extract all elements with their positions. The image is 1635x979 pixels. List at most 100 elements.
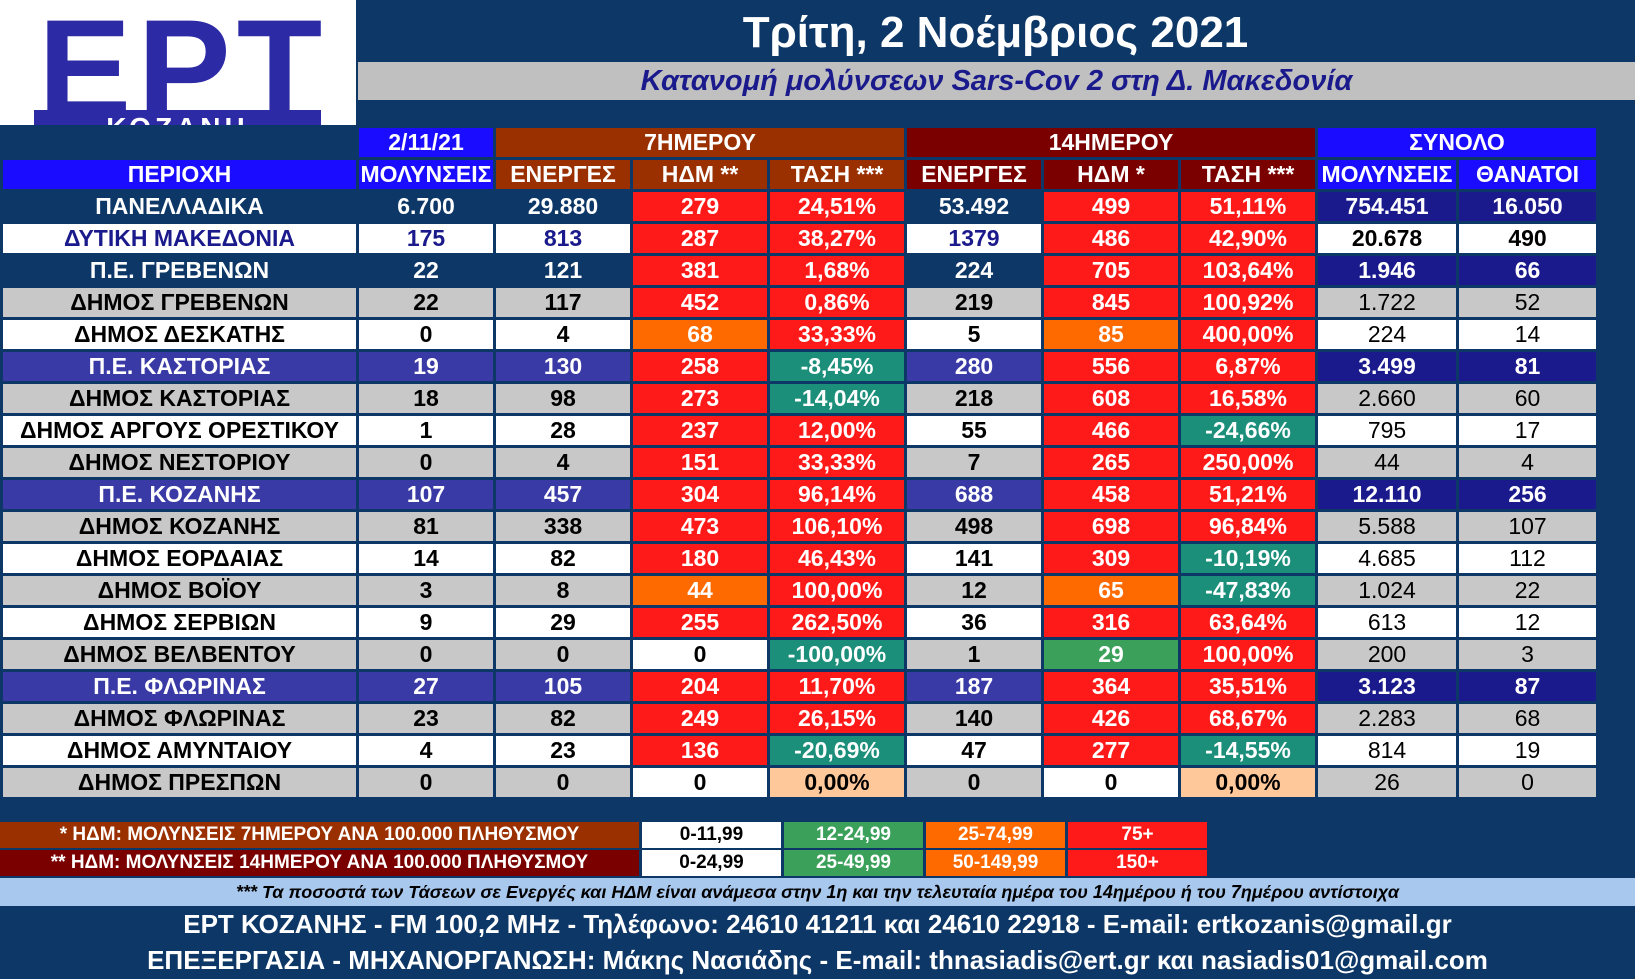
row-hdm7: 279 — [630, 189, 770, 224]
row-infections: 19 — [356, 349, 496, 384]
table-row: Π.Ε. ΚΑΣΤΟΡΙΑΣ 19 130 258 -8,45% 280 556 6,87% 3… — [0, 349, 1599, 384]
row-infections: 81 — [356, 509, 496, 544]
row-active7: 0 — [493, 637, 633, 672]
row-hdm14: 29 — [1041, 637, 1181, 672]
row-area: ΔΗΜΟΣ ΚΟΖΑΝΗΣ — [0, 509, 359, 544]
row-area: ΔΗΜΟΣ ΠΡΕΣΠΩΝ — [0, 765, 359, 800]
row-active7: 105 — [493, 669, 633, 704]
row-hdm14: 426 — [1041, 701, 1181, 736]
row-area: ΔΥΤΙΚΗ ΜΑΚΕΔΟΝΙΑ — [0, 221, 359, 256]
table-row: Π.Ε. ΦΛΩΡΙΝΑΣ 27 105 204 11,70% 187 364 35,51% 3… — [0, 669, 1599, 704]
row-active14: 280 — [904, 349, 1044, 384]
page-subtitle: Κατανομή μολύνσεων Sars-Cov 2 στη Δ. Μακ… — [358, 62, 1635, 100]
row-active14: 498 — [904, 509, 1044, 544]
row-active14: 688 — [904, 477, 1044, 512]
row-trend14: 250,00% — [1178, 445, 1318, 480]
row-active7: 28 — [493, 413, 633, 448]
row-infections: 175 — [356, 221, 496, 256]
row-trend14: 51,11% — [1178, 189, 1318, 224]
row-trend7: 24,51% — [767, 189, 907, 224]
row-total-infections: 2.660 — [1315, 381, 1459, 416]
row-total-infections: 3.123 — [1315, 669, 1459, 704]
row-active7: 82 — [493, 701, 633, 736]
row-total-infections: 1.946 — [1315, 253, 1459, 288]
table-row: ΔΗΜΟΣ ΕΟΡΔΑΙΑΣ 14 82 180 46,43% 141 309 -10,19%… — [0, 541, 1599, 576]
row-hdm14: 458 — [1041, 477, 1181, 512]
row-deaths: 107 — [1456, 509, 1599, 544]
col-active14: ΕΝΕΡΓΕΣ — [904, 157, 1044, 192]
col-trend7: ΤΑΣΗ *** — [767, 157, 907, 192]
table-row: ΔΗΜΟΣ ΚΟΖΑΝΗΣ 81 338 473 106,10% 498 698 96,84%… — [0, 509, 1599, 544]
row-hdm7: 0 — [630, 637, 770, 672]
row-deaths: 87 — [1456, 669, 1599, 704]
row-trend14: 63,64% — [1178, 605, 1318, 640]
header-14day: 14ΗΜΕΡΟΥ — [904, 125, 1318, 160]
row-infections: 3 — [356, 573, 496, 608]
legend-14day-range-3: 50-149,99 — [926, 850, 1065, 876]
row-total-infections: 613 — [1315, 605, 1459, 640]
row-area: ΔΗΜΟΣ ΑΡΓΟΥΣ ΟΡΕΣΤΙΚΟΥ — [0, 413, 359, 448]
row-total-infections: 26 — [1315, 765, 1459, 800]
row-deaths: 3 — [1456, 637, 1599, 672]
row-hdm7: 381 — [630, 253, 770, 288]
row-active14: 55 — [904, 413, 1044, 448]
footer-credits: ΕΠΕΞΕΡΓΑΣΙΑ - ΜΗΧΑΝΟΡΓΑΝΩΣΗ: Μάκης Νασιά… — [147, 945, 1488, 975]
row-active14: 141 — [904, 541, 1044, 576]
row-hdm14: 486 — [1041, 221, 1181, 256]
row-infections: 6.700 — [356, 189, 496, 224]
row-hdm7: 273 — [630, 381, 770, 416]
col-infections: ΜΟΛΥΝΣΕΙΣ — [356, 157, 496, 192]
row-infections: 0 — [356, 637, 496, 672]
row-active14: 53.492 — [904, 189, 1044, 224]
row-hdm14: 698 — [1041, 509, 1181, 544]
row-infections: 0 — [356, 445, 496, 480]
row-active14: 12 — [904, 573, 1044, 608]
row-infections: 18 — [356, 381, 496, 416]
row-active7: 130 — [493, 349, 633, 384]
row-trend7: 106,10% — [767, 509, 907, 544]
row-infections: 0 — [356, 765, 496, 800]
row-deaths: 19 — [1456, 733, 1599, 768]
row-trend14: 68,67% — [1178, 701, 1318, 736]
col-area: ΠΕΡΙΟΧΗ — [0, 157, 359, 192]
row-hdm7: 68 — [630, 317, 770, 352]
legend-14day-range-4: 150+ — [1068, 850, 1207, 876]
row-area: ΔΗΜΟΣ ΣΕΡΒΙΩΝ — [0, 605, 359, 640]
row-hdm7: 204 — [630, 669, 770, 704]
row-trend14: 100,92% — [1178, 285, 1318, 320]
row-deaths: 256 — [1456, 477, 1599, 512]
row-hdm14: 0 — [1041, 765, 1181, 800]
row-area: ΠΑΝΕΛΛΑΔΙΚΑ — [0, 189, 359, 224]
row-trend7: 0,00% — [767, 765, 907, 800]
header-date: 2/11/21 — [356, 125, 496, 160]
row-hdm14: 499 — [1041, 189, 1181, 224]
row-hdm14: 277 — [1041, 733, 1181, 768]
row-infections: 4 — [356, 733, 496, 768]
table-row: ΔΗΜΟΣ ΒΕΛΒΕΝΤΟΥ 0 0 0 -100,00% 1 29 100,00% 200 3 — [0, 637, 1599, 672]
row-active7: 0 — [493, 765, 633, 800]
row-hdm14: 65 — [1041, 573, 1181, 608]
row-active7: 4 — [493, 317, 633, 352]
row-trend7: 1,68% — [767, 253, 907, 288]
row-area: Π.Ε. ΓΡΕΒΕΝΩΝ — [0, 253, 359, 288]
row-active7: 457 — [493, 477, 633, 512]
col-hdm7: ΗΔΜ ** — [630, 157, 770, 192]
table-row: ΔΗΜΟΣ ΑΡΓΟΥΣ ΟΡΕΣΤΙΚΟΥ 1 28 237 12,00% 55 466-… — [0, 413, 1599, 448]
row-trend14: -47,83% — [1178, 573, 1318, 608]
row-deaths: 16.050 — [1456, 189, 1599, 224]
row-deaths: 12 — [1456, 605, 1599, 640]
row-total-infections: 1.722 — [1315, 285, 1459, 320]
table-body: 2/11/21 7ΗΜΕΡΟΥ 14ΗΜΕΡΟΥ ΣΥΝΟΛΟ ΠΕΡΙΟΧΗ … — [0, 125, 1599, 800]
row-hdm7: 287 — [630, 221, 770, 256]
row-hdm7: 255 — [630, 605, 770, 640]
row-deaths: 14 — [1456, 317, 1599, 352]
legend-7day-label: * ΗΔΜ: ΜΟΛΥΝΣΕΙΣ 7ΗΜΕΡΟΥ ΑΝΑ 100.000 ΠΛΗ… — [0, 822, 639, 848]
row-hdm7: 258 — [630, 349, 770, 384]
header-total: ΣΥΝΟΛΟ — [1315, 125, 1599, 160]
row-total-infections: 200 — [1315, 637, 1459, 672]
row-trend7: 33,33% — [767, 317, 907, 352]
row-hdm7: 180 — [630, 541, 770, 576]
row-active14: 219 — [904, 285, 1044, 320]
row-active14: 36 — [904, 605, 1044, 640]
row-trend7: 46,43% — [767, 541, 907, 576]
